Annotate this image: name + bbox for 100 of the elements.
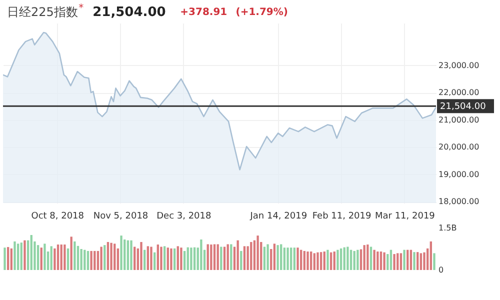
- bar: [273, 244, 276, 270]
- bar: [240, 250, 242, 270]
- bar: [343, 247, 346, 270]
- bar: [246, 246, 249, 270]
- bar: [376, 252, 379, 270]
- bar: [340, 248, 342, 270]
- bar: [250, 242, 252, 270]
- bar: [256, 236, 259, 270]
- bar: [400, 253, 402, 270]
- bar: [163, 246, 166, 270]
- bar: [173, 248, 176, 270]
- bar: [160, 246, 162, 270]
- bar: [236, 240, 239, 270]
- bar: [386, 254, 389, 270]
- bar: [60, 244, 62, 270]
- bar: [100, 246, 102, 270]
- bar: [243, 246, 246, 270]
- bar: [290, 248, 292, 270]
- bar: [336, 250, 339, 270]
- bar: [363, 245, 366, 270]
- bar: [353, 250, 356, 270]
- bar: [320, 252, 322, 270]
- bar: [263, 246, 266, 270]
- bar: [416, 252, 419, 270]
- bar: [226, 244, 229, 270]
- bar: [186, 247, 189, 270]
- bar: [216, 244, 219, 270]
- bar: [420, 253, 422, 270]
- bar: [30, 235, 32, 270]
- bar: [313, 253, 316, 270]
- bar: [406, 250, 409, 270]
- bar: [66, 248, 70, 270]
- bar: [20, 242, 22, 270]
- bar: [156, 244, 159, 270]
- bar: [153, 252, 156, 270]
- bar: [360, 249, 362, 270]
- chart-title: 日经225指数: [7, 5, 78, 19]
- y-tick-label: 20,000.00: [438, 142, 480, 152]
- bar: [430, 241, 432, 270]
- bar: [90, 250, 92, 270]
- bar: [410, 250, 412, 270]
- y-tick-label: 19,000.00: [438, 170, 480, 179]
- bar: [380, 252, 382, 270]
- bar: [56, 244, 60, 270]
- bar: [230, 244, 232, 270]
- bar: [170, 248, 172, 270]
- bar: [176, 246, 179, 270]
- y-tick-label: 22,000.00: [438, 88, 480, 98]
- bar: [206, 244, 209, 270]
- bar: [303, 250, 306, 270]
- bar: [316, 252, 319, 270]
- bar: [210, 244, 212, 270]
- text: (+1.79%): [236, 7, 288, 18]
- bar: [114, 244, 116, 270]
- x-tick-label: Jan 14, 2019: [249, 212, 308, 222]
- bar: [144, 250, 146, 270]
- text: 21,504.00: [92, 5, 166, 20]
- bar: [54, 248, 56, 270]
- bar: [370, 246, 372, 270]
- bar: [333, 252, 336, 270]
- bar: [44, 244, 46, 270]
- bar: [390, 250, 392, 270]
- bar: [94, 250, 96, 270]
- y-tick-label: 23,000.00: [438, 60, 480, 70]
- bar: [24, 240, 26, 270]
- bar: [140, 242, 142, 270]
- bar: [350, 250, 352, 270]
- bar: [286, 248, 289, 270]
- bar: [110, 242, 112, 270]
- bar: [16, 244, 20, 270]
- bar: [130, 240, 132, 270]
- bar: [84, 250, 86, 270]
- bar: [403, 250, 406, 270]
- x-tick-label: Oct 8, 2018: [31, 212, 84, 222]
- bar: [433, 253, 436, 270]
- bar: [366, 244, 369, 270]
- y-tick-label: 1.5B: [438, 224, 457, 232]
- bar: [296, 248, 299, 270]
- text: *: [78, 3, 84, 14]
- bar: [306, 252, 309, 270]
- bar: [393, 254, 396, 270]
- bar: [293, 248, 296, 270]
- bar: [36, 245, 40, 270]
- bar: [4, 248, 6, 270]
- bar: [323, 252, 326, 270]
- bar: [183, 250, 186, 270]
- bar: [124, 239, 126, 270]
- x-tick-label: Mar 11, 2019: [374, 212, 436, 222]
- y-tick-label: 18,000.00: [438, 197, 480, 206]
- bar: [80, 249, 82, 270]
- bar: [180, 248, 182, 270]
- bar: [276, 245, 279, 270]
- bar: [310, 252, 312, 270]
- bar: [193, 247, 196, 270]
- bar: [220, 246, 222, 270]
- bar: [326, 250, 329, 270]
- x-tick-label: Dec 3, 2018: [156, 212, 212, 222]
- bar: [413, 252, 416, 270]
- bar: [76, 246, 80, 270]
- bar: [74, 241, 76, 270]
